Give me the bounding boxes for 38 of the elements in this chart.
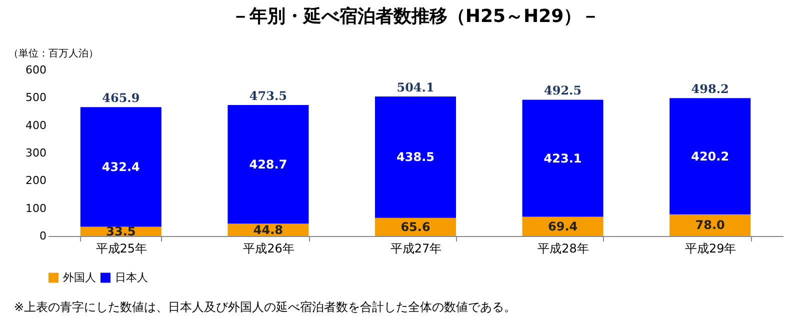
data-label: 432.4 — [102, 160, 140, 174]
legend-label: 外国人 — [63, 270, 96, 284]
y-tick-label: 100 — [26, 202, 46, 215]
bar — [374, 96, 456, 218]
legend-label: 日本人 — [115, 270, 148, 284]
y-tick-label: 300 — [26, 146, 46, 160]
total-label: 498.2 — [691, 82, 729, 96]
bar — [670, 98, 751, 214]
total-label: 465.9 — [102, 91, 140, 106]
y-tick-label: 500 — [26, 91, 46, 104]
x-tick-label: 平成26年 — [243, 242, 294, 256]
chart-title: －年別・延べ宿泊者数推移（H25～H29）－ — [231, 6, 600, 27]
x-tick-label: 平成28年 — [538, 242, 589, 256]
data-label: 428.7 — [249, 157, 288, 172]
x-tick-label: 平成25年 — [96, 242, 148, 256]
bar — [522, 100, 604, 217]
data-label: 44.8 — [253, 222, 284, 237]
total-label: 504.1 — [396, 80, 434, 95]
x-tick-label: 平成27年 — [390, 242, 442, 256]
data-label: 33.5 — [106, 224, 136, 238]
total-label: 492.5 — [544, 84, 582, 98]
data-label: 78.0 — [695, 218, 725, 232]
y-axis-title: （単位：百万人泊） — [8, 48, 98, 60]
y-tick-label: 600 — [26, 64, 46, 76]
y-tick-label: 400 — [26, 118, 46, 132]
y-tick-label: 0 — [40, 230, 46, 242]
data-label: 423.1 — [544, 151, 582, 166]
total-label: 473.5 — [249, 89, 287, 103]
x-tick-label: 平成29年 — [684, 242, 736, 256]
bar — [228, 105, 309, 224]
data-label: 65.6 — [400, 220, 430, 234]
text: ※上表の青字にした数値は、日本人及び外国人の延べ宿泊者数を合計した全体の数値である。 — [13, 299, 518, 316]
data-label: 420.2 — [691, 149, 730, 164]
y-tick-label: 200 — [26, 174, 46, 188]
bar — [670, 214, 751, 236]
data-label: 69.4 — [548, 219, 578, 234]
bar — [80, 107, 162, 227]
data-label: 438.5 — [396, 150, 434, 164]
